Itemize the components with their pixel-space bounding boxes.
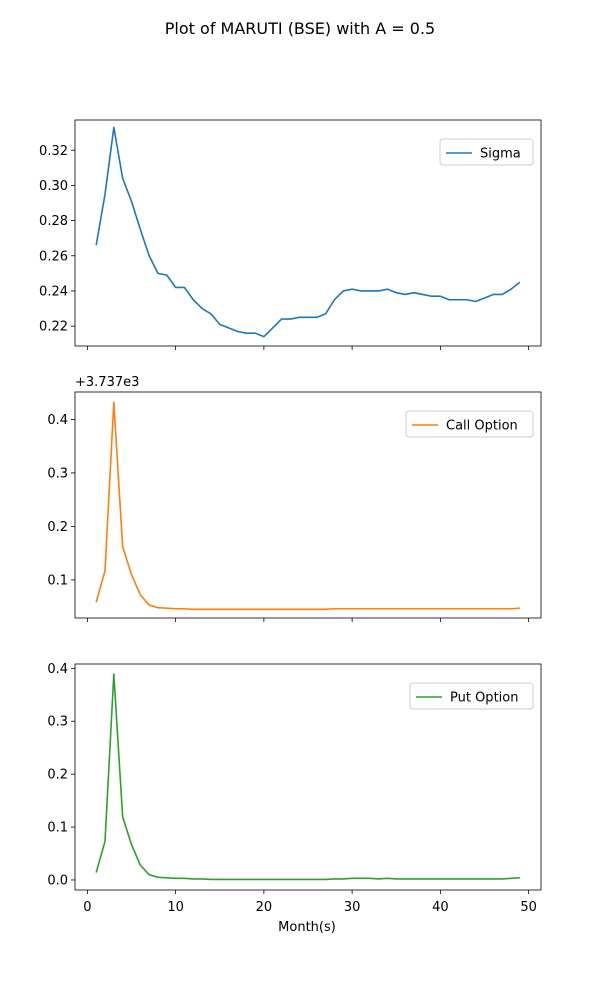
x-tick-label: 0 (83, 900, 91, 915)
x-axis-label: Month(s) (278, 920, 336, 935)
y-tick-label: 0.2 (47, 520, 68, 535)
axes-frame (74, 391, 542, 619)
x-tick-label: 40 (432, 900, 449, 915)
y-tick-label: 0.4 (47, 413, 68, 428)
y-tick-label: 0.3 (47, 466, 68, 481)
y-tick-label: 0.2 (47, 768, 68, 783)
x-tick-label: 50 (520, 900, 537, 915)
legend: Put Option (409, 682, 534, 710)
panel-1: 0.22 0.24 0.26 0.28 0.30 0.32 Sigma (39, 119, 542, 350)
legend-box (409, 682, 534, 710)
axes-frame (74, 663, 542, 891)
y-tick-label: 0.24 (39, 284, 68, 299)
y-tick-label: 0.1 (47, 821, 68, 836)
legend-label: Call Option (446, 419, 518, 434)
legend-label: Put Option (450, 691, 518, 706)
series-line-put-option (95, 673, 520, 881)
y-offset-text: +3.737e3 (75, 375, 139, 390)
y-tick-label: 0.22 (39, 320, 68, 335)
x-tick-label: 20 (256, 900, 273, 915)
y-tick-label: 0.32 (39, 144, 68, 159)
legend-box (439, 138, 534, 166)
x-tick-label: 10 (167, 900, 184, 915)
panel-2: 0.1 0.2 0.3 0.4 +3.737e3 Call Option (47, 375, 542, 622)
y-tick-label: 0.30 (39, 179, 68, 194)
y-tick-label: 0.4 (47, 662, 68, 677)
legend-box (405, 410, 534, 438)
legend: Sigma (439, 138, 534, 166)
chart-title: Plot of MARUTI (BSE) with A = 0.5 (165, 19, 435, 38)
y-tick-label: 0.0 (47, 873, 68, 888)
y-tick-label: 0.28 (39, 214, 68, 229)
series-line-sigma (95, 126, 521, 338)
x-tick-label: 30 (344, 900, 361, 915)
y-tick-label: 0.3 (47, 715, 68, 730)
axes-frame (74, 119, 542, 347)
y-tick-label: 0.26 (39, 249, 68, 264)
legend-label: Sigma (480, 147, 521, 162)
panel-3: 0.0 0.1 0.2 0.3 0.4 0 10 20 30 40 50 Put Option (47, 662, 542, 915)
legend: Call Option (405, 410, 534, 438)
panels: 0.220.240.260.280.300.32 Sigma0.10.20.30.… (39, 119, 542, 915)
y-tick-label: 0.1 (47, 573, 68, 588)
series-line-call-option (95, 401, 520, 611)
